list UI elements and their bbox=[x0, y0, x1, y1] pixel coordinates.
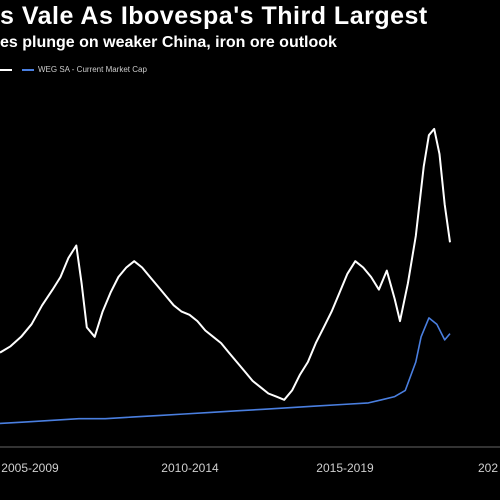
legend-swatch-0 bbox=[0, 68, 12, 71]
x-tick-label-0: 2005-2009 bbox=[1, 461, 59, 475]
tick-layer: 2005-2009 2010-2014 2015-2019 202 bbox=[1, 461, 498, 475]
chart-title: s Vale As Ibovespa's Third Largest bbox=[0, 2, 428, 30]
legend-item-0 bbox=[0, 68, 16, 71]
series-line-1 bbox=[0, 317, 451, 425]
series-layer bbox=[0, 127, 451, 425]
legend-swatch-1 bbox=[22, 68, 34, 71]
chart-subtitle: es plunge on weaker China, iron ore outl… bbox=[0, 34, 337, 51]
x-tick-label-3: 202 bbox=[478, 461, 498, 475]
legend-label-1: WEG SA - Current Market Cap bbox=[38, 65, 147, 74]
chart-legend: WEG SA - Current Market Cap bbox=[0, 65, 147, 74]
series-line-0 bbox=[0, 127, 451, 401]
legend-item-1: WEG SA - Current Market Cap bbox=[22, 65, 147, 74]
x-tick-label-2: 2015-2019 bbox=[316, 461, 374, 475]
x-tick-label-1: 2010-2014 bbox=[161, 461, 219, 475]
